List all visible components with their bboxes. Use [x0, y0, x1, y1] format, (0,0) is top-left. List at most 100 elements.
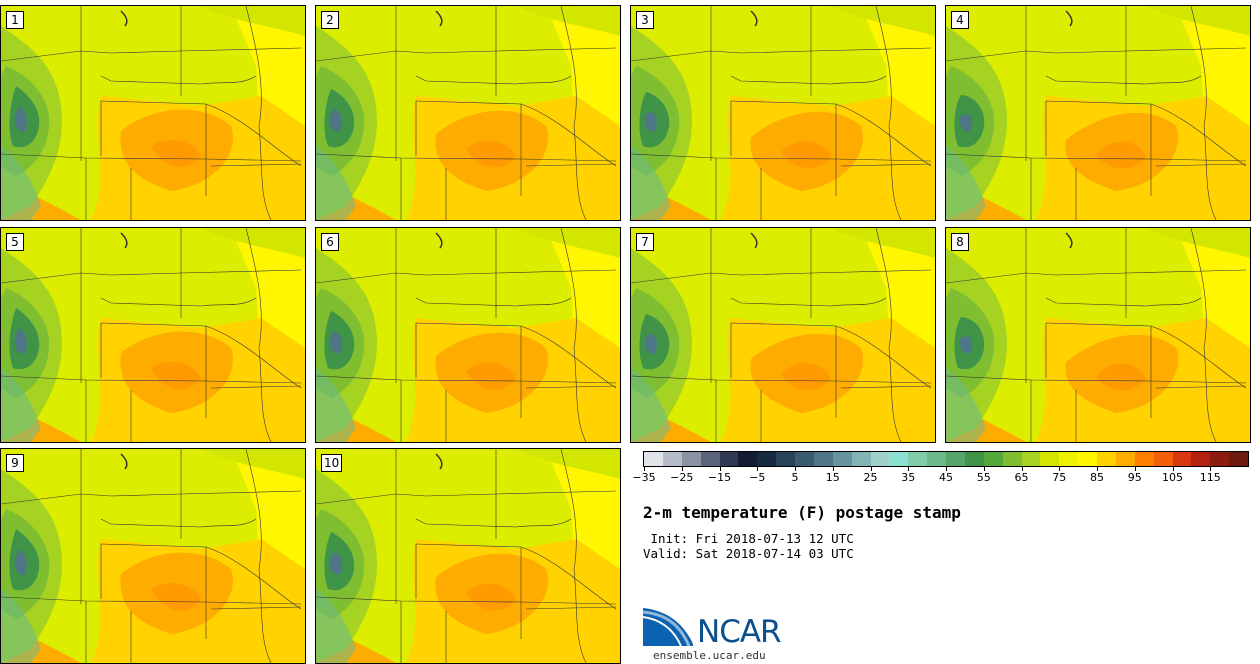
- colorbar-segment: [1191, 452, 1211, 466]
- colorbar-tick: [983, 466, 985, 471]
- ensemble-member-map: 1: [0, 5, 306, 221]
- colorbar-tick-label: −15: [707, 471, 732, 484]
- colorbar-tick: [870, 466, 872, 471]
- member-number-label: 5: [6, 233, 24, 251]
- temperature-map: [316, 449, 620, 663]
- temperature-colorbar: [643, 451, 1249, 467]
- ensemble-member-map: 8: [945, 227, 1251, 443]
- colorbar-tick: [832, 466, 834, 471]
- ensemble-url: ensemble.ucar.edu: [653, 649, 766, 662]
- colorbar-tick-label: 25: [863, 471, 878, 484]
- ensemble-member-map: 5: [0, 227, 306, 443]
- colorbar-tick: [1021, 466, 1023, 471]
- colorbar-segment: [1040, 452, 1060, 466]
- colorbar-segment: [927, 452, 946, 466]
- member-number-label: 2: [321, 11, 339, 29]
- colorbar-segment: [757, 452, 777, 466]
- init-time: Init: Fri 2018-07-13 12 UTC: [643, 531, 854, 546]
- temperature-map: [1, 6, 305, 220]
- temperature-map: [946, 6, 1250, 220]
- temperature-map: [1, 228, 305, 442]
- colorbar-tick-label: 95: [1127, 471, 1142, 484]
- temperature-map: [1, 449, 305, 663]
- colorbar-segment: [870, 452, 890, 466]
- member-number-label: 6: [321, 233, 339, 251]
- member-number-label: 1: [6, 11, 24, 29]
- colorbar-segment: [1229, 452, 1248, 466]
- colorbar-segment: [681, 452, 701, 466]
- colorbar-segment: [1002, 452, 1022, 466]
- colorbar-segment: [1115, 452, 1135, 466]
- temperature-map: [631, 6, 935, 220]
- colorbar-segment: [1021, 452, 1041, 466]
- colorbar-tick: [757, 466, 759, 471]
- colorbar-segment: [700, 452, 720, 466]
- colorbar-tick: [1059, 466, 1061, 471]
- ensemble-member-map: 7: [630, 227, 936, 443]
- colorbar-segment: [908, 452, 928, 466]
- colorbar-tick-label: −35: [632, 471, 656, 484]
- colorbar-tick: [908, 466, 910, 471]
- colorbar-segment: [1172, 452, 1192, 466]
- colorbar-segment: [851, 452, 871, 466]
- colorbar-tick: [1172, 466, 1174, 471]
- colorbar-tick: [795, 466, 796, 471]
- member-number-label: 7: [636, 233, 654, 251]
- member-number-label: 4: [951, 11, 969, 29]
- colorbar-segment: [662, 452, 682, 466]
- member-number-label: 9: [6, 454, 24, 472]
- ensemble-member-map: 9: [0, 448, 306, 664]
- colorbar-tick: [681, 466, 683, 471]
- colorbar-segment: [1059, 452, 1079, 466]
- colorbar-segment: [813, 452, 833, 466]
- colorbar-tick-label: 65: [1014, 471, 1029, 484]
- colorbar-segment: [738, 452, 758, 466]
- colorbar-segment: [1078, 452, 1097, 466]
- colorbar-tick: [644, 466, 645, 471]
- colorbar-tick: [719, 466, 721, 471]
- colorbar-tick-label: 75: [1052, 471, 1067, 484]
- colorbar-tick: [946, 466, 947, 471]
- ncar-wordmark: NCAR: [697, 614, 782, 650]
- member-number-label: 3: [636, 11, 654, 29]
- colorbar-ticks: −35 −25 −15 −5 5 15 25 35 45 55 65 75 85 95 105 115: [632, 466, 1249, 486]
- colorbar-tick-label: −5: [749, 471, 766, 484]
- colorbar-tick-label: 35: [901, 471, 916, 484]
- ensemble-member-map: 2: [315, 5, 621, 221]
- colorbar-segment: [1210, 452, 1230, 466]
- colorbar-segment: [946, 452, 965, 466]
- colorbar-tick-label: −25: [670, 471, 694, 484]
- temperature-map: [316, 6, 620, 220]
- colorbar-tick-label: 5: [791, 471, 799, 484]
- colorbar-segment: [1134, 452, 1154, 466]
- colorbar-tick-label: 45: [939, 471, 953, 484]
- colorbar-tick-label: 55: [976, 471, 991, 484]
- colorbar-tick: [1210, 466, 1212, 471]
- valid-time: Valid: Sat 2018-07-14 03 UTC: [643, 546, 854, 561]
- member-number-label: 10: [321, 454, 343, 472]
- member-number-label: 8: [951, 233, 969, 251]
- colorbar-tick-label: 85: [1090, 471, 1104, 484]
- ensemble-member-map: 3: [630, 5, 936, 221]
- ensemble-member-map: 4: [945, 5, 1251, 221]
- ncar-logo-icon: [643, 608, 693, 647]
- figure-title: 2-m temperature (F) postage stamp: [643, 503, 961, 522]
- colorbar-segment: [889, 452, 909, 466]
- colorbar-segment: [719, 452, 739, 466]
- temperature-map: [316, 228, 620, 442]
- colorbar-segment: [1153, 452, 1173, 466]
- temperature-map: [946, 228, 1250, 442]
- colorbar-tick-label: 115: [1199, 471, 1221, 484]
- temperature-map: [631, 228, 935, 442]
- colorbar-segment: [776, 452, 795, 466]
- colorbar-segment: [983, 452, 1003, 466]
- colorbar-tick-label: 105: [1162, 471, 1183, 484]
- colorbar-segment: [1097, 452, 1116, 466]
- ensemble-member-map: 6: [315, 227, 621, 443]
- colorbar-tick-label: 15: [825, 471, 840, 484]
- colorbar-segment: [644, 452, 663, 466]
- colorbar-segment: [795, 452, 814, 466]
- ensemble-member-map: 10: [315, 448, 621, 664]
- colorbar-tick: [1134, 466, 1136, 471]
- colorbar-tick: [1097, 466, 1098, 471]
